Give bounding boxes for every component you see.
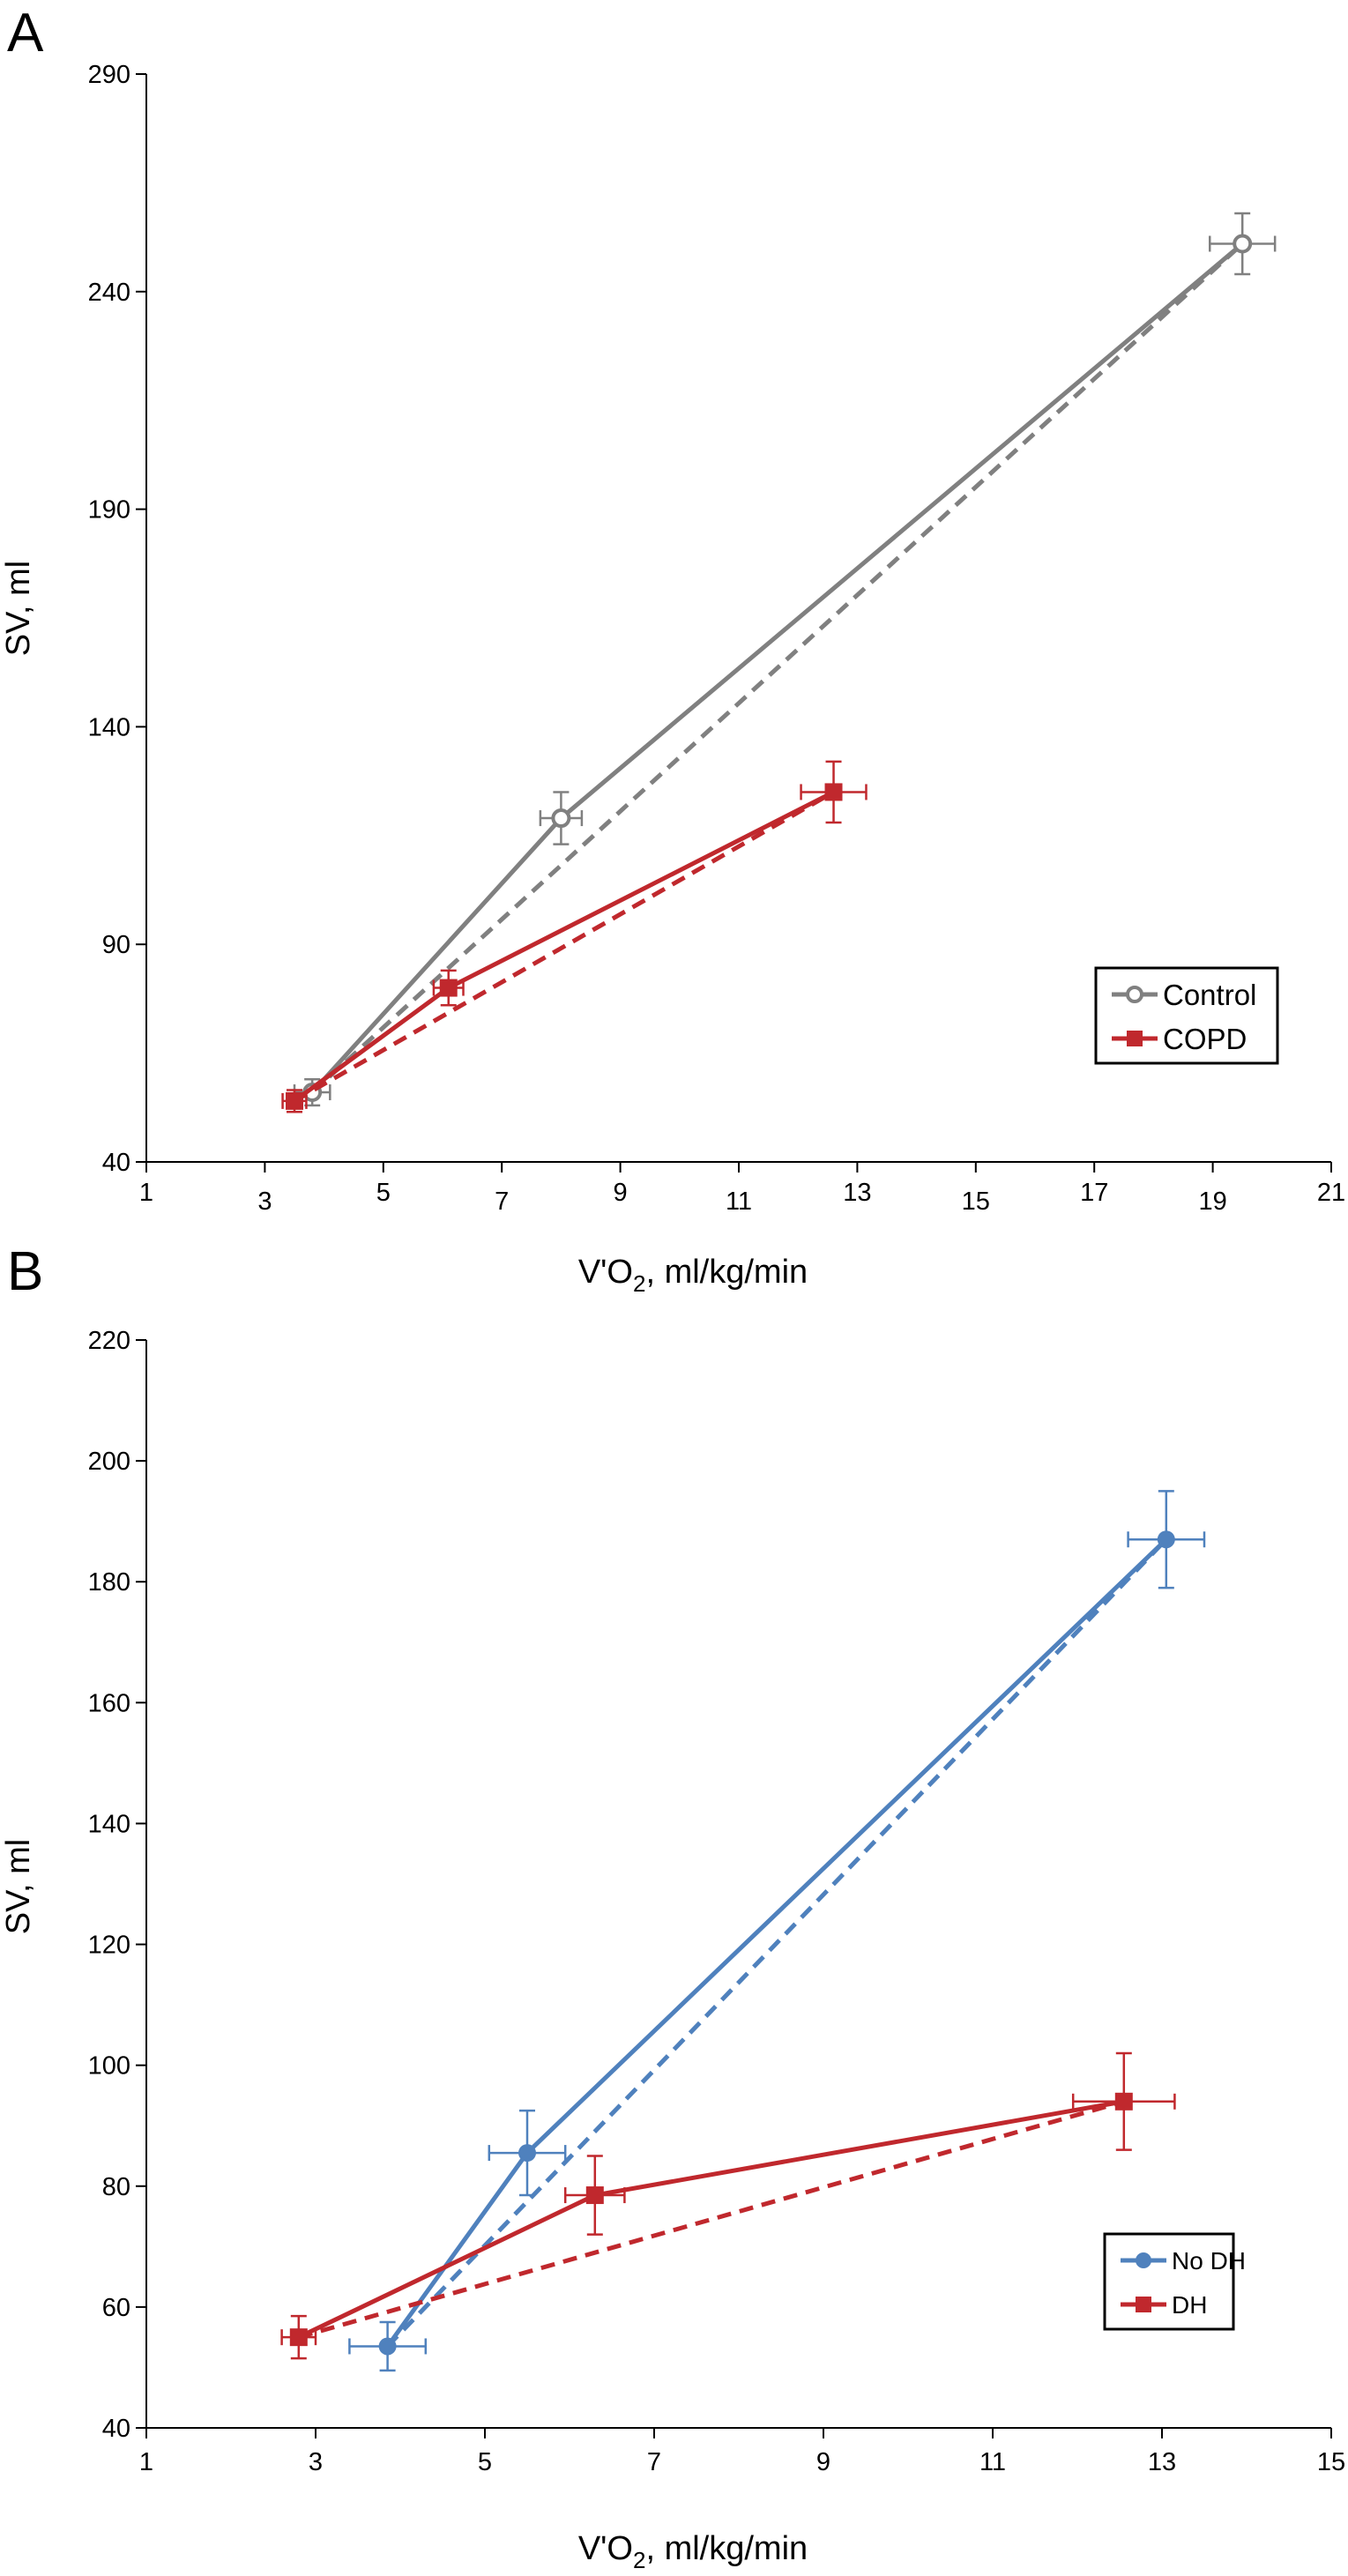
legend-marker [1126, 986, 1143, 1003]
y-tick-label: 100 [88, 2052, 130, 2081]
data-point [1233, 234, 1253, 254]
x-tick-label: 11 [979, 2448, 1006, 2476]
y-axis-label: SV, ml [0, 1839, 37, 1934]
data-point [378, 2337, 397, 2356]
y-tick-label: 80 [102, 2173, 130, 2201]
legend-label: DH [1172, 2291, 1207, 2319]
x-tick-label: 21 [1317, 1179, 1345, 1207]
y-tick-label: 40 [102, 1149, 130, 1177]
y-tick-label: 220 [88, 1327, 130, 1355]
x-tick-label: 7 [495, 1187, 509, 1216]
x-axis-label: V'O2, ml/kg/min [578, 1254, 808, 1297]
fit-line [298, 2099, 1125, 2340]
y-tick-label: 40 [102, 2415, 130, 2443]
y-tick-label: 60 [102, 2294, 130, 2322]
data-point [286, 1091, 303, 1110]
series-layer [280, 1490, 1206, 2372]
y-tick-label: 90 [102, 931, 130, 959]
data-point [289, 2328, 308, 2347]
data-point [1157, 1530, 1175, 1549]
legend-marker [1127, 1031, 1143, 1046]
y-tick-label: 240 [88, 279, 130, 307]
fit-line [293, 790, 835, 1104]
x-tick-label: 11 [726, 1187, 752, 1216]
x-tick-label: 17 [1080, 1179, 1108, 1207]
y-tick-label: 180 [88, 1568, 130, 1597]
data-point [439, 979, 458, 997]
legend-item: COPD [1112, 1023, 1247, 1055]
y-tick-label: 160 [88, 1689, 130, 1717]
legend-label: No DH [1172, 2247, 1246, 2274]
y-axis-label: SV, ml [0, 561, 37, 656]
y-tick-label: 290 [88, 61, 130, 89]
x-tick-label: 13 [1148, 2448, 1176, 2476]
series-line [297, 2099, 1125, 2340]
x-tick-label: 1 [139, 1179, 153, 1207]
x-tick-label: 5 [478, 2448, 492, 2476]
x-tick-label: 19 [1198, 1187, 1226, 1216]
legend-label: COPD [1163, 1023, 1247, 1055]
legend: No DH DH [1103, 2232, 1246, 2331]
series-layer [281, 212, 1277, 1113]
legend-item: DH [1121, 2291, 1207, 2319]
y-tick-label: 200 [88, 1448, 130, 1476]
series-dh [280, 2051, 1176, 2360]
y-tick-label: 190 [88, 496, 130, 525]
series-copd [281, 760, 868, 1113]
x-tick-label: 1 [139, 2448, 153, 2476]
x-tick-label: 9 [614, 1179, 628, 1207]
data-point [585, 2186, 604, 2205]
x-tick-label: 5 [376, 1179, 391, 1207]
legend-box [1094, 966, 1279, 1065]
x-tick-label: 15 [1317, 2448, 1345, 2476]
legend-marker [1136, 2252, 1151, 2268]
panel-letter: A [7, 3, 44, 63]
x-tick-label: 3 [257, 1187, 272, 1216]
legend-marker [1136, 2297, 1151, 2312]
legend-item: Control [1112, 979, 1256, 1011]
x-tick-label: 15 [962, 1187, 990, 1216]
data-point [551, 808, 571, 829]
x-tick-label: 7 [647, 2448, 661, 2476]
x-tick-label: 13 [843, 1179, 871, 1207]
y-tick-label: 140 [88, 1810, 130, 1838]
legend: Control COPD [1094, 966, 1279, 1065]
x-axis-label: V'O2, ml/kg/min [578, 2530, 808, 2573]
fit-line [310, 242, 1244, 1094]
series-no-dh [348, 1490, 1206, 2372]
data-point [518, 2144, 536, 2163]
legend-item: No DH [1121, 2247, 1246, 2274]
x-tick-label: 9 [816, 2448, 830, 2476]
panel-letter: B [7, 1241, 43, 1302]
y-tick-label: 120 [88, 1932, 130, 1960]
series-control [293, 212, 1277, 1107]
data-point [1114, 2092, 1133, 2111]
y-tick-label: 140 [88, 713, 130, 741]
fit-line [385, 1537, 1168, 2349]
x-tick-label: 3 [309, 2448, 323, 2476]
legend-label: Control [1163, 979, 1256, 1011]
legend-box [1103, 2232, 1235, 2331]
data-point [824, 783, 843, 801]
